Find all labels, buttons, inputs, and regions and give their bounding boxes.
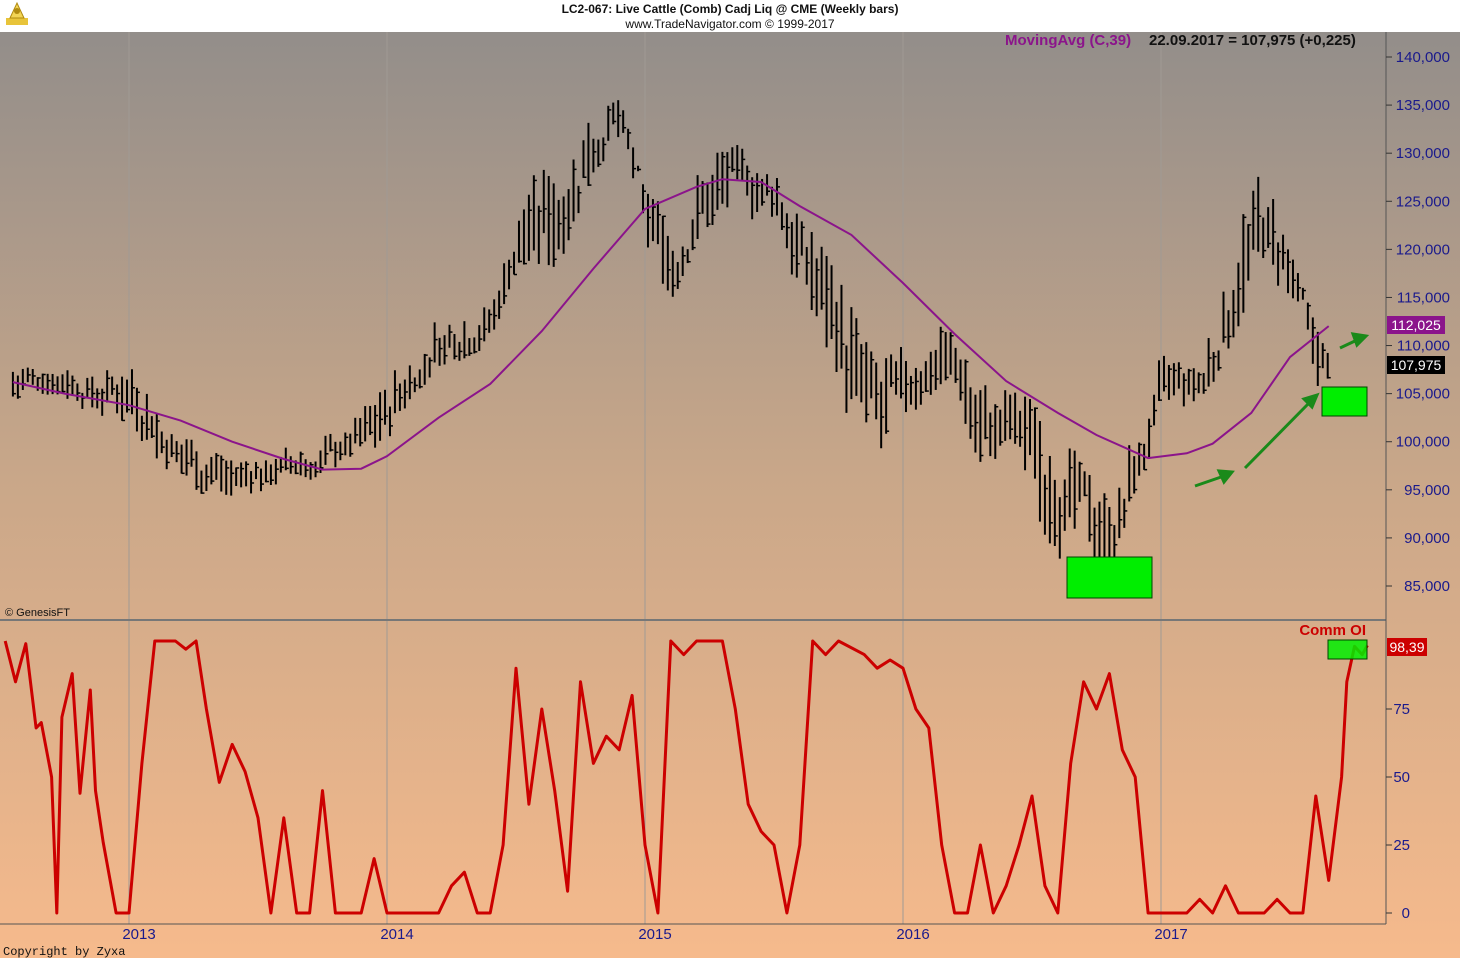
- ma-badge: 112,025: [1391, 317, 1441, 333]
- price-ticks: 140,000 135,000 130,000 125,000 120,000 115,0…: [1386, 49, 1450, 595]
- x-tick-label: 2014: [380, 926, 413, 943]
- x-tick-label: 2015: [638, 926, 671, 943]
- comm-badge: 98,39: [1389, 639, 1424, 655]
- price-tick-label: 130,000: [1396, 145, 1450, 162]
- comm-tick-label: 0: [1402, 905, 1410, 922]
- comm-highlight-box: [1327, 639, 1368, 660]
- price-tick-label: 140,000: [1396, 49, 1450, 66]
- highlight-box-recent: [1321, 386, 1368, 417]
- x-tick-label: 2013: [122, 926, 155, 943]
- comm-badge-bg: [1387, 638, 1427, 656]
- price-tick-label: 110,000: [1397, 338, 1450, 355]
- price-tick-label: 125,000: [1396, 193, 1450, 210]
- price-tick-label: 105,000: [1396, 386, 1450, 403]
- x-axis-labels: 2013 2014 2015 2016 2017: [122, 926, 1187, 943]
- chart-title: LC2-067: Live Cattle (Comb) Cadj Liq @ C…: [562, 2, 899, 16]
- comm-ticks: 75 50 25 0: [1386, 701, 1410, 922]
- moving-average-line: [12, 178, 1330, 471]
- watermark-text: © GenesisFT: [5, 607, 70, 619]
- arrow-icon-3: [1339, 332, 1370, 350]
- x-tick-label: 2017: [1154, 926, 1187, 943]
- header-copyright: www.TradeNavigator.com © 1999-2017: [624, 17, 834, 31]
- arrow-icon-1: [1194, 469, 1235, 488]
- footer-copyright: Copyright by Zyxa: [3, 945, 125, 958]
- indicator-value: 22.09.2017 = 107,975 (+0,225): [1149, 32, 1356, 49]
- logo-icon: [6, 1, 28, 25]
- comm-tick-label: 50: [1393, 769, 1410, 786]
- price-tick-label: 100,000: [1396, 434, 1450, 451]
- price-tick-label: 90,000: [1404, 530, 1450, 547]
- close-badge: 107,975: [1391, 357, 1442, 373]
- header-strip: [0, 0, 1460, 32]
- highlight-box-bottom: [1066, 556, 1153, 599]
- year-gridlines: [128, 32, 1162, 924]
- price-bars: [11, 100, 1331, 582]
- comm-label: Comm OI: [1299, 622, 1366, 639]
- comm-oi-line: [3, 639, 1369, 915]
- comm-tick-label: 25: [1393, 837, 1410, 854]
- price-tick-label: 85,000: [1404, 578, 1450, 595]
- price-tick-label: 95,000: [1404, 482, 1450, 499]
- price-tick-label: 120,000: [1396, 241, 1450, 258]
- comm-tick-label: 75: [1393, 701, 1410, 718]
- arrow-icon-2: [1243, 392, 1320, 470]
- close-badge-bg: [1387, 356, 1445, 374]
- indicator-name: MovingAvg (C,39): [1005, 32, 1131, 49]
- ma-badge-bg: [1387, 316, 1445, 334]
- price-tick-label: 135,000: [1396, 97, 1450, 114]
- price-tick-label: 115,000: [1397, 289, 1450, 306]
- x-tick-label: 2016: [896, 926, 929, 943]
